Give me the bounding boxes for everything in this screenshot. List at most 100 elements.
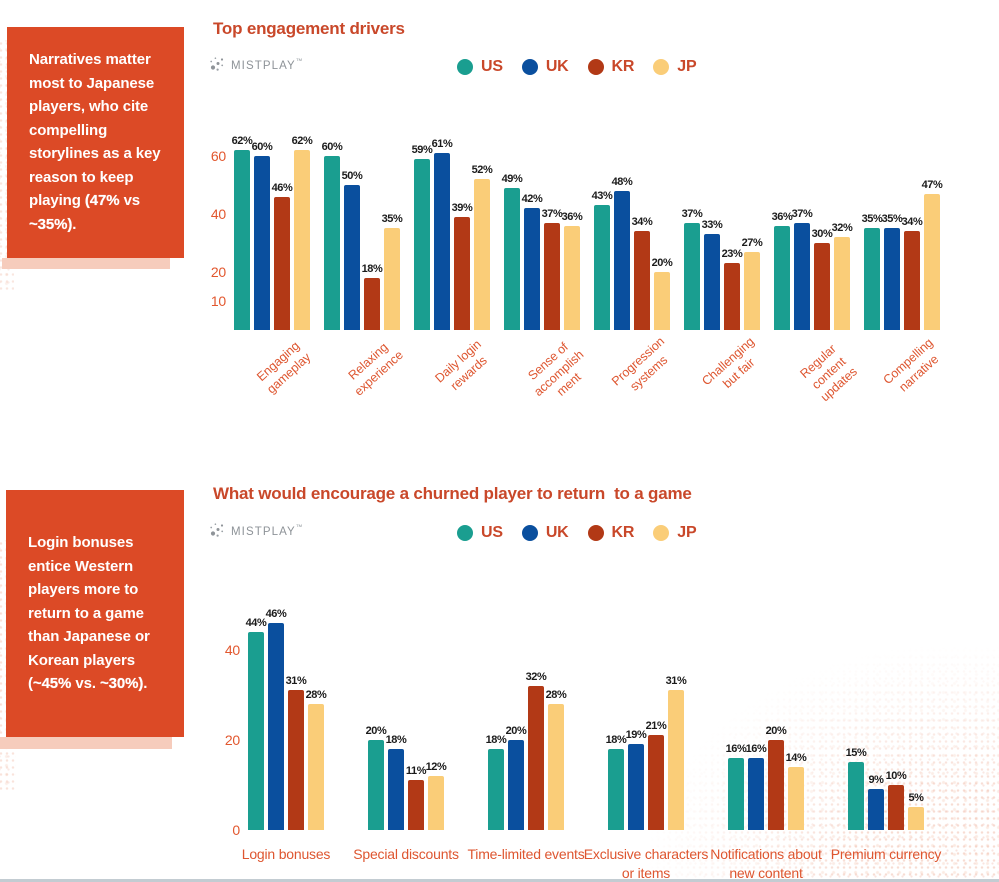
bar-value-label: 20% [505, 725, 527, 737]
bar-kr-6 [814, 243, 830, 330]
bar-us-0 [234, 150, 250, 330]
bar-value-label: 43% [591, 190, 613, 202]
bar-kr-2 [454, 217, 470, 330]
x-category-label: Compelling narrative [880, 335, 941, 395]
mistplay-wordmark: MISTPLAY™ [231, 523, 304, 538]
y-tick-label: 40 [224, 642, 240, 658]
bar-us-1 [324, 156, 340, 330]
bar-value-label: 10% [885, 770, 907, 782]
bar-value-label: 49% [501, 173, 523, 185]
legend-label: KR [611, 524, 635, 541]
bar-uk-3 [628, 744, 644, 830]
bar-us-2 [414, 159, 430, 330]
bar-value-label: 60% [251, 141, 273, 153]
bar-uk-1 [344, 185, 360, 330]
bar-value-label: 23% [721, 248, 743, 260]
bar-uk-2 [434, 153, 450, 330]
mistplay-logo: MISTPLAY™ [209, 522, 303, 539]
bar-value-label: 32% [525, 671, 547, 683]
bar-jp-5 [744, 252, 760, 330]
bar-us-3 [504, 188, 520, 330]
bar-value-label: 15% [845, 747, 867, 759]
callout-text-segment: vs [119, 192, 141, 209]
legend-item-jp: JP [653, 524, 697, 542]
callout-login-bonuses: Login bonuses entice Western players mor… [6, 490, 184, 737]
legend-dot-jp [653, 525, 670, 541]
bar-uk-7 [884, 228, 900, 330]
bar-value-label: 5% [908, 792, 924, 804]
bar-jp-3 [564, 226, 580, 330]
bar-uk-1 [388, 749, 404, 830]
chart2-title: What would encourage a churned player to… [213, 484, 692, 503]
callout-text-segment: . [143, 675, 148, 693]
trademark-symbol: ™ [295, 57, 304, 65]
legend-label: JP [677, 58, 697, 75]
x-category-label: Exclusive characters or items [583, 846, 709, 881]
legend-dot-uk [521, 525, 538, 541]
bar-uk-4 [748, 758, 764, 830]
x-category-label: Engaging gameplay [254, 338, 313, 396]
bar-uk-2 [508, 740, 524, 830]
legend-dot-kr [587, 59, 604, 75]
bar-us-0 [248, 632, 264, 830]
legend-dot-us [457, 59, 473, 75]
bar-value-label: 18% [385, 734, 407, 746]
bar-jp-1 [428, 776, 444, 830]
bar-value-label: 36% [771, 211, 793, 223]
mistplay-dots-icon [210, 523, 224, 537]
chart1-title: Top engagement drivers [213, 19, 405, 38]
bar-value-label: 61% [431, 138, 453, 150]
y-tick-label: 0 [232, 822, 240, 838]
bar-uk-0 [254, 156, 270, 330]
callout-login-bonuses-text: Login bonuses entice Western players mor… [28, 531, 170, 696]
bar-kr-3 [648, 735, 664, 830]
bar-value-label: 62% [291, 135, 313, 147]
bar-jp-3 [668, 690, 684, 830]
bar-value-label: 44% [245, 617, 267, 629]
bar-jp-5 [908, 807, 924, 830]
bar-value-label: 20% [765, 725, 787, 737]
bar-value-label: 39% [451, 202, 473, 214]
bottom-edge-line [0, 879, 999, 882]
bar-value-label: 31% [285, 675, 307, 687]
legend-dot-uk [521, 59, 538, 75]
bar-value-label: 35% [381, 213, 403, 225]
bar-value-label: 20% [651, 257, 673, 269]
callout-stat: (47% [84, 192, 120, 209]
legend-item-uk: UK [521, 524, 569, 542]
bar-jp-7 [924, 194, 940, 330]
bar-value-label: 18% [485, 734, 507, 746]
mistplay-logo: MISTPLAY™ [209, 56, 303, 73]
bar-value-label: 18% [361, 263, 383, 275]
legend-label: JP [677, 524, 697, 541]
legend-item-us: US [457, 58, 503, 76]
bar-value-label: 34% [901, 216, 923, 228]
bar-kr-7 [904, 231, 920, 330]
bar-value-label: 14% [785, 752, 807, 764]
x-category-label: Login bonuses [241, 846, 331, 862]
trademark-symbol: ™ [295, 523, 304, 531]
bar-uk-5 [868, 789, 884, 830]
bar-uk-3 [524, 208, 540, 330]
bar-kr-3 [544, 223, 560, 330]
bar-value-label: 11% [405, 765, 427, 777]
legend-dot-jp [653, 59, 670, 75]
bar-value-label: 16% [745, 743, 767, 755]
bar-value-label: 30% [811, 228, 833, 240]
y-tick-label: 10 [210, 293, 226, 309]
x-category-label: Progression systems [609, 334, 670, 394]
y-tick-label: 40 [210, 206, 226, 222]
bar-jp-4 [788, 767, 804, 830]
bar-value-label: 46% [271, 182, 293, 194]
bar-kr-5 [724, 263, 740, 330]
x-category-label: Sense of accomplish ment [525, 339, 587, 399]
bar-value-label: 42% [521, 193, 543, 205]
bar-value-label: 37% [541, 208, 563, 220]
bar-value-label: 35% [881, 213, 903, 225]
bar-us-5 [848, 762, 864, 830]
bar-jp-2 [548, 704, 564, 830]
mistplay-dots-icon [210, 57, 224, 71]
bar-value-label: 21% [645, 720, 667, 732]
bar-kr-4 [634, 231, 650, 330]
callout-narratives: Narratives matter most to Japanese playe… [7, 27, 184, 258]
